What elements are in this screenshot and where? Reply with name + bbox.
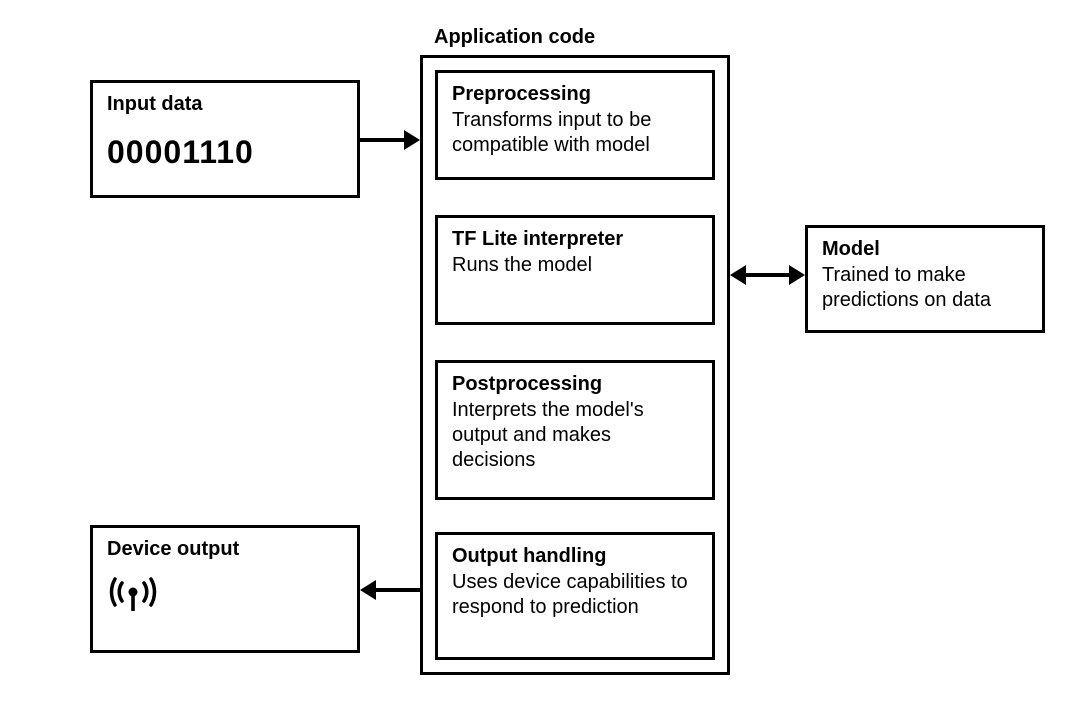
arrow-interpreter-model <box>730 261 805 289</box>
model-box: Model Trained to make predictions on dat… <box>805 225 1045 333</box>
preprocessing-desc: Transforms input to be compatible with m… <box>452 108 698 158</box>
input-data-title: Input data <box>107 93 343 116</box>
interpreter-desc: Runs the model <box>452 253 698 278</box>
input-data-box: Input data 00001110 <box>90 80 360 198</box>
postprocessing-desc: Interprets the model's output and makes … <box>452 398 698 473</box>
output-handling-desc: Uses device capabilities to respond to p… <box>452 570 698 620</box>
output-handling-title: Output handling <box>452 545 698 568</box>
model-title: Model <box>822 238 1028 261</box>
postprocessing-box: Postprocessing Interprets the model's ou… <box>435 360 715 500</box>
device-output-box: Device output <box>90 525 360 653</box>
postprocessing-title: Postprocessing <box>452 373 698 396</box>
interpreter-box: TF Lite interpreter Runs the model <box>435 215 715 325</box>
output-handling-box: Output handling Uses device capabilities… <box>435 532 715 660</box>
preprocessing-title: Preprocessing <box>452 83 698 106</box>
arrow-input-to-preprocessing <box>360 126 420 154</box>
model-desc: Trained to make predictions on data <box>822 263 1028 313</box>
input-data-value: 00001110 <box>107 134 343 171</box>
device-output-title: Device output <box>107 538 343 561</box>
interpreter-title: TF Lite interpreter <box>452 228 698 251</box>
broadcast-icon <box>107 571 343 620</box>
app-code-label: Application code <box>434 26 595 49</box>
preprocessing-box: Preprocessing Transforms input to be com… <box>435 70 715 180</box>
arrow-output-to-device <box>360 576 420 604</box>
